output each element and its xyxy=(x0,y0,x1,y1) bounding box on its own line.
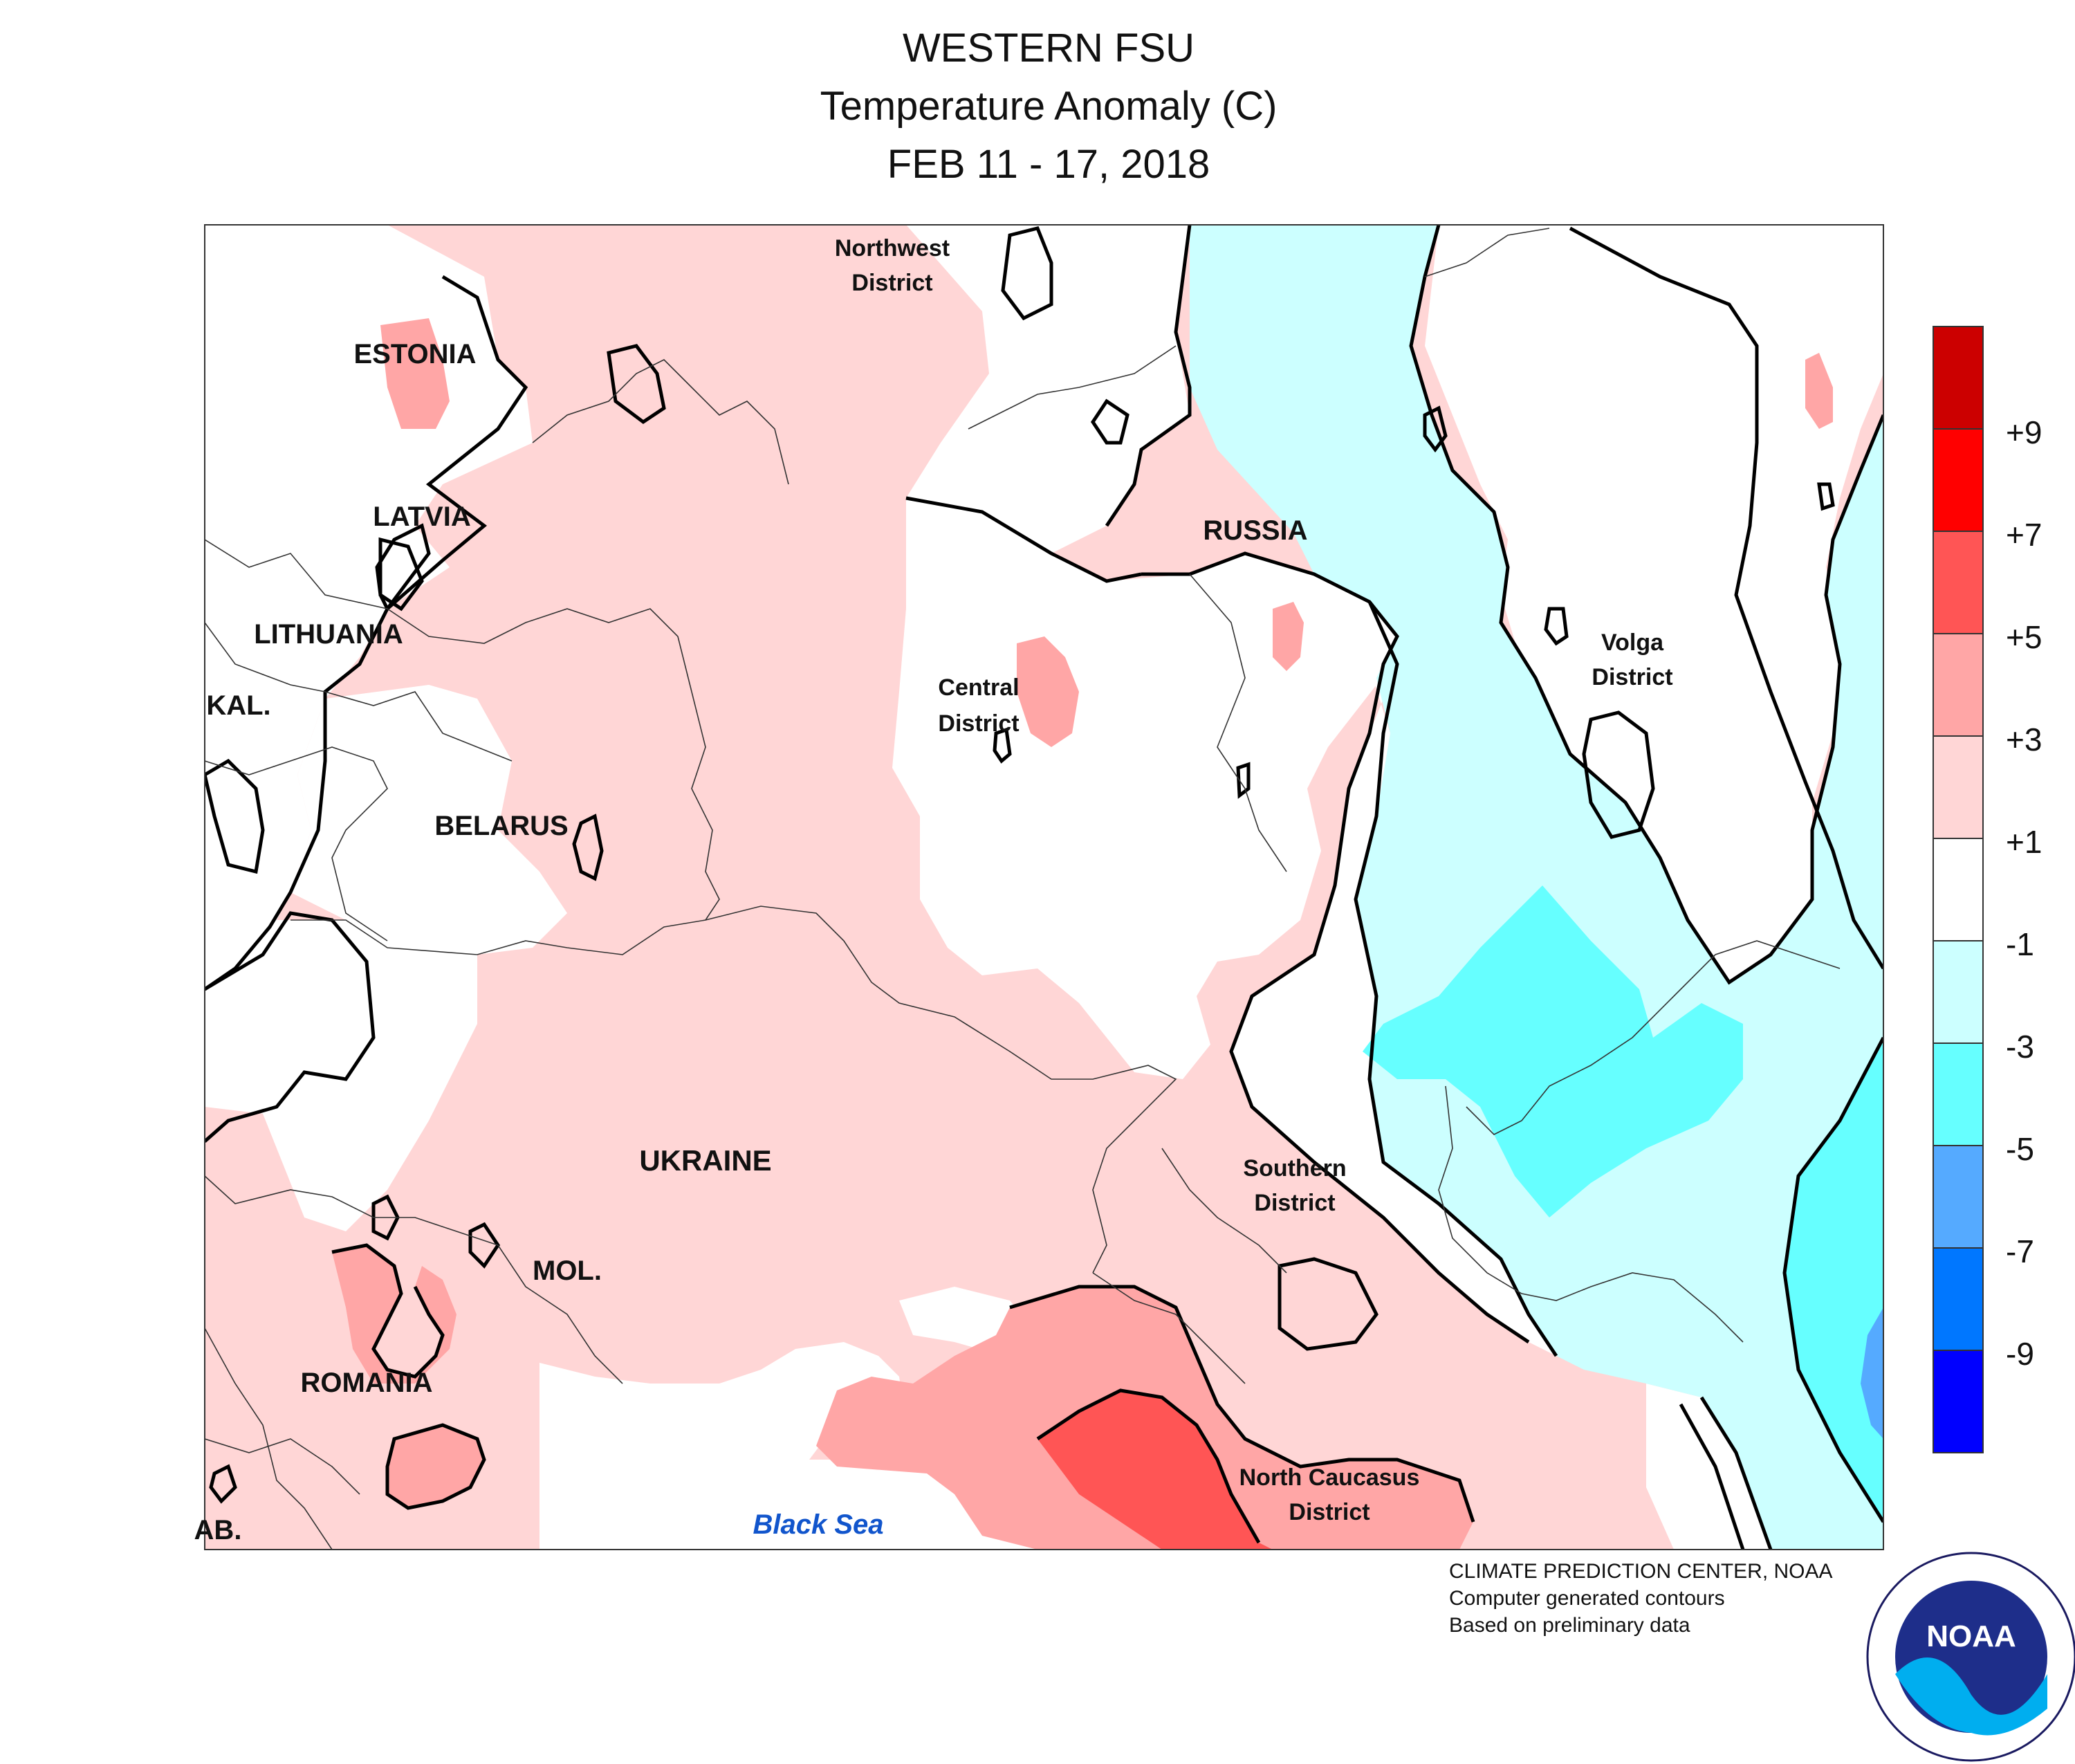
label-central-2: District xyxy=(938,710,1019,737)
label-volga-1: Volga xyxy=(1601,630,1664,656)
anomaly-zone-plus5-plus7-caucasus xyxy=(1038,1390,1273,1550)
colorbar-label-0: +9 xyxy=(2006,414,2042,450)
colorbar-label-2: +5 xyxy=(2006,619,2042,655)
credit-line-1: CLIMATE PREDICTION CENTER, NOAA xyxy=(1449,1560,1833,1583)
colorbar-swatch-2 xyxy=(1933,531,1984,634)
label-northwest-2: District xyxy=(851,270,932,296)
colorbar-swatch-3 xyxy=(1933,633,1984,737)
noaa-logo-text: NOAA xyxy=(1926,1619,2016,1653)
anomaly-zone-minus5-minus7-east xyxy=(1861,1307,1883,1439)
anomaly-zone-neutral-north xyxy=(906,225,1190,553)
anomaly-zone-minus1-minus3 xyxy=(1190,225,1883,1550)
colorbar-swatch-8 xyxy=(1933,1145,1984,1249)
country-borders xyxy=(205,228,1841,1550)
colorbar-swatch-6 xyxy=(1933,940,1984,1044)
colorbar-label-3: +3 xyxy=(2006,722,2042,757)
colorbar-swatch-0 xyxy=(1933,326,1984,430)
anomaly-zone-neutral-se xyxy=(1646,1384,1771,1550)
anomaly-zone-neutral-east xyxy=(1425,225,1883,982)
label-russia: RUSSIA xyxy=(1203,515,1307,546)
label-mol: MOL. xyxy=(533,1256,602,1286)
anomaly-zone-plus3-plus5-estonia xyxy=(380,318,450,429)
label-romania: ROMANIA xyxy=(300,1368,432,1398)
anomaly-zone-plus3-plus5-central xyxy=(1017,636,1079,747)
label-volga-2: District xyxy=(1592,664,1672,690)
label-southern-1: Southern xyxy=(1243,1155,1346,1182)
colorbar-swatch-5 xyxy=(1933,838,1984,941)
anomaly-zone-plus3-plus5-romania-a xyxy=(332,1245,456,1384)
colorbar-swatch-4 xyxy=(1933,735,1984,839)
colorbar-label-7: -5 xyxy=(2006,1131,2034,1167)
label-belarus: BELARUS xyxy=(434,811,568,841)
anomaly-zone-neutral-belarus xyxy=(290,685,567,955)
label-southern-2: District xyxy=(1254,1190,1335,1216)
credit-line-2: Computer generated contours xyxy=(1449,1587,1725,1610)
colorbar-label-1: +7 xyxy=(2006,517,2042,553)
credit-line-3: Based on preliminary data xyxy=(1449,1614,1690,1637)
anomaly-zone-plus3-plus5-russia xyxy=(1273,602,1304,671)
colorbar-swatch-1 xyxy=(1933,428,1984,532)
anomaly-zone-minus3-minus5-center xyxy=(1363,885,1743,1218)
label-latvia: LATVIA xyxy=(373,502,470,532)
colorbar-label-8: -7 xyxy=(2006,1233,2034,1269)
label-ab: AB. xyxy=(194,1515,242,1545)
map-frame xyxy=(204,224,1884,1550)
noaa-logo: NOAA xyxy=(1866,1552,2075,1762)
label-ukraine: UKRAINE xyxy=(639,1144,771,1177)
label-central-1: Central xyxy=(938,674,1019,701)
label-north-caucasus-2: District xyxy=(1289,1499,1370,1525)
anomaly-zone-neutral-west xyxy=(205,225,533,1231)
label-black-sea: Black Sea xyxy=(753,1509,883,1540)
label-estonia: ESTONIA xyxy=(353,339,476,369)
colorbar-swatch-10 xyxy=(1933,1350,1984,1453)
colorbar-label-9: -9 xyxy=(2006,1336,2034,1372)
colorbar-swatch-7 xyxy=(1933,1042,1984,1146)
colorbar-label-5: -1 xyxy=(2006,926,2034,962)
anomaly-zone-neutral-belt xyxy=(1231,623,1556,1356)
colorbar-label-4: +1 xyxy=(2006,824,2042,860)
label-kal: KAL. xyxy=(206,690,270,721)
anomaly-zone-plus3-plus5-romania-b xyxy=(387,1425,484,1508)
anomaly-zone-plus3-plus5-east1 xyxy=(1805,353,1833,429)
anomaly-zone-minus3-minus5-east xyxy=(1784,1038,1883,1522)
label-northwest-1: Northwest xyxy=(835,235,950,261)
title-region: WESTERN FSU xyxy=(902,26,1195,71)
label-lithuania: LITHUANIA xyxy=(254,619,403,650)
label-north-caucasus-1: North Caucasus xyxy=(1239,1464,1420,1491)
map-labels: Northwest District ESTONIA LATVIA LITHUA… xyxy=(194,235,1673,1545)
colorbar-swatch-9 xyxy=(1933,1247,1984,1351)
title-date: FEB 11 - 17, 2018 xyxy=(887,142,1210,187)
title-variable: Temperature Anomaly (C) xyxy=(820,84,1278,129)
colorbar-label-6: -3 xyxy=(2006,1029,2034,1065)
colorbar xyxy=(1933,326,1984,1453)
